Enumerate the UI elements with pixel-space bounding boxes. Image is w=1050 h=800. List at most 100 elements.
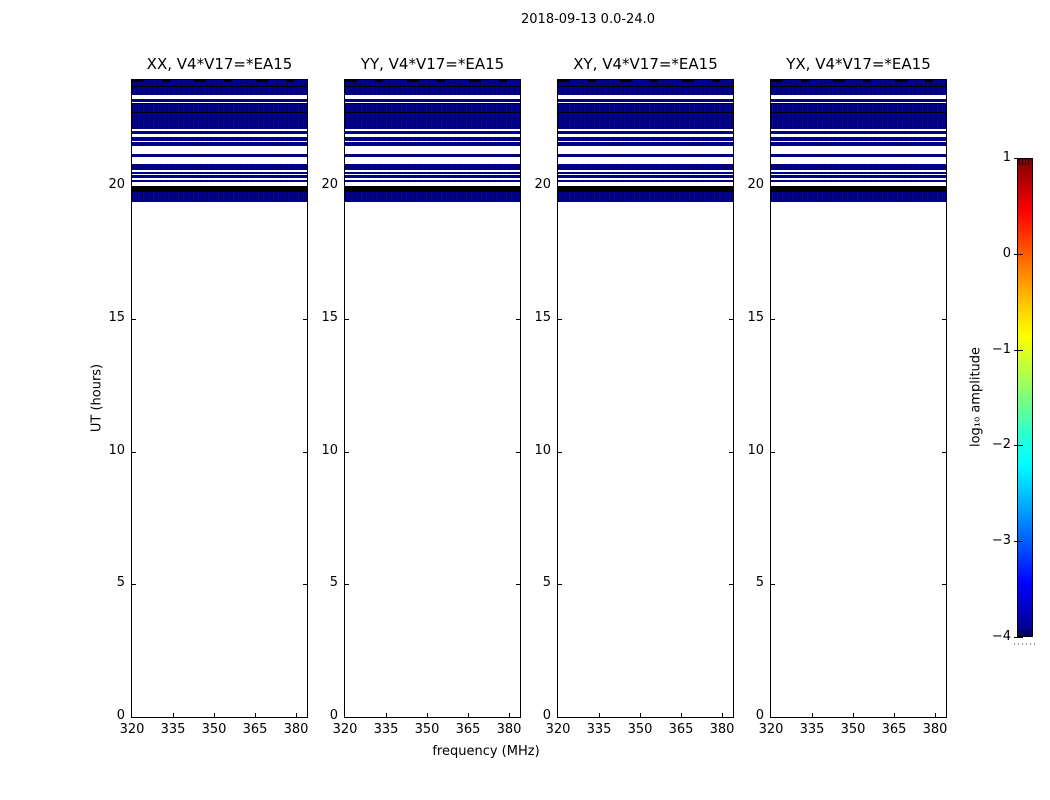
heatmap-stripe: [345, 96, 520, 98]
heatmap-stripe: [558, 192, 733, 203]
heatmap-stripe: [132, 157, 307, 164]
colorbar-tick-label: −3: [991, 533, 1011, 548]
x-tick-mark: [640, 713, 641, 717]
heatmap-stripe: [771, 146, 946, 155]
x-tick-mark: [894, 713, 895, 717]
y-tick-mark: [345, 584, 349, 585]
heatmap-stripe: [771, 171, 946, 175]
heatmap-stripe: [132, 85, 307, 87]
heatmap-stripe: [771, 163, 946, 171]
y-tick-label: 15: [747, 310, 764, 325]
x-tick-label: 380: [922, 722, 948, 737]
heatmap-stripe: [771, 136, 946, 141]
x-tick-mark: [853, 713, 854, 717]
colorbar-tick-label: −1: [991, 342, 1011, 357]
heatmap-stripe: [345, 113, 520, 129]
y-tick-mark: [132, 186, 136, 187]
heatmap-stripe: [771, 112, 946, 114]
heatmap-stripe: [132, 131, 307, 135]
figure-title: 2018-09-13 0.0-24.0: [521, 12, 655, 27]
y-tick-mark: [942, 186, 946, 187]
y-tick-mark: [558, 319, 562, 320]
x-tick-label: 365: [881, 722, 907, 737]
y-tick-mark: [516, 186, 520, 187]
heatmap-stripe: [771, 175, 946, 179]
y-tick-label: 10: [108, 443, 125, 458]
y-tick-mark: [516, 319, 520, 320]
y-tick-label: 20: [321, 177, 338, 192]
heatmap-stripe: [771, 113, 946, 129]
heatmap-stripe: [132, 96, 307, 98]
heatmap-stripe: [771, 186, 946, 193]
heatmap-stripe: [558, 98, 733, 103]
y-tick-mark: [303, 452, 307, 453]
x-tick-label: 320: [545, 722, 571, 737]
y-tick-label: 0: [755, 708, 764, 723]
heatmap-stripe: [132, 142, 307, 147]
heatmap-stripe: [558, 179, 733, 183]
x-tick-label: 350: [627, 722, 653, 737]
y-tick-label: 5: [116, 575, 125, 590]
colorbar-tick-mark: [1014, 637, 1023, 638]
heatmap-panel-xy: XY, V4*V17=*EA15 0 5 10 15 20 320 335 350 365 380: [534, 0, 734, 780]
heatmap-stripe: [132, 112, 307, 114]
heatmap-stripe: [558, 157, 733, 164]
x-tick-label: 350: [840, 722, 866, 737]
heatmap-stripe: [771, 94, 946, 97]
heatmap-stripe: [558, 178, 733, 180]
y-tick-label: 20: [108, 177, 125, 192]
heatmap-stripe: [771, 142, 946, 147]
y-tick-mark: [132, 584, 136, 585]
heatmap-stripe: [132, 171, 307, 175]
heatmap-stripe: [558, 85, 733, 87]
y-tick-mark: [729, 319, 733, 320]
colorbar-tick-mark: [1014, 350, 1023, 351]
heatmap-stripe: [558, 134, 733, 137]
heatmap-stripe: [771, 82, 946, 86]
x-tick-mark: [681, 713, 682, 717]
y-axis-label: UT (hours): [89, 363, 105, 433]
heatmap-stripe: [558, 102, 733, 104]
y-tick-mark: [729, 186, 733, 187]
heatmap-stripe: [771, 157, 946, 164]
heatmap-stripe: [771, 86, 946, 95]
heatmap-stripe: [558, 174, 733, 176]
heatmap-stripe: [771, 170, 946, 172]
heatmap-stripe: [558, 86, 733, 95]
heatmap-stripe: [345, 82, 520, 86]
heatmap-stripe: [132, 154, 307, 157]
x-tick-mark: [427, 713, 428, 717]
heatmap-stripe: [132, 134, 307, 137]
colorbar-tick-label: −2: [991, 437, 1011, 452]
y-tick-label: 0: [329, 708, 338, 723]
x-tick-mark: [935, 713, 936, 717]
heatmap-stripe: [558, 163, 733, 171]
heatmap-stripe: [558, 113, 733, 129]
y-tick-label: 5: [755, 575, 764, 590]
heatmap-stripe: [558, 80, 733, 83]
colorbar-bottom-minor-ticks: [1019, 630, 1031, 636]
heatmap-stripe: [345, 97, 520, 99]
heatmap-stripe: [345, 157, 520, 164]
heatmap-stripe: [345, 142, 520, 147]
y-tick-mark: [516, 452, 520, 453]
heatmap-stripe: [132, 98, 307, 103]
y-tick-mark: [558, 452, 562, 453]
y-tick-mark: [345, 186, 349, 187]
colorbar-tick-mark: [1014, 158, 1023, 159]
heatmap-stripe: [558, 96, 733, 98]
x-tick-label: 365: [455, 722, 481, 737]
heatmap-stripe: [345, 179, 520, 183]
y-tick-mark: [771, 319, 775, 320]
heatmap-stripe: [345, 146, 520, 155]
heatmap-stripe: [132, 113, 307, 129]
heatmap-stripe: [132, 170, 307, 172]
heatmap-stripe: [771, 103, 946, 113]
colorbar-label: log₁₀ amplitude: [968, 346, 984, 448]
heatmap-stripe: [345, 140, 520, 143]
heatmap-stripe: [771, 131, 946, 135]
heatmap-stripe: [771, 134, 946, 137]
y-tick-mark: [303, 186, 307, 187]
y-tick-mark: [132, 452, 136, 453]
heatmap-stripe: [771, 179, 946, 183]
